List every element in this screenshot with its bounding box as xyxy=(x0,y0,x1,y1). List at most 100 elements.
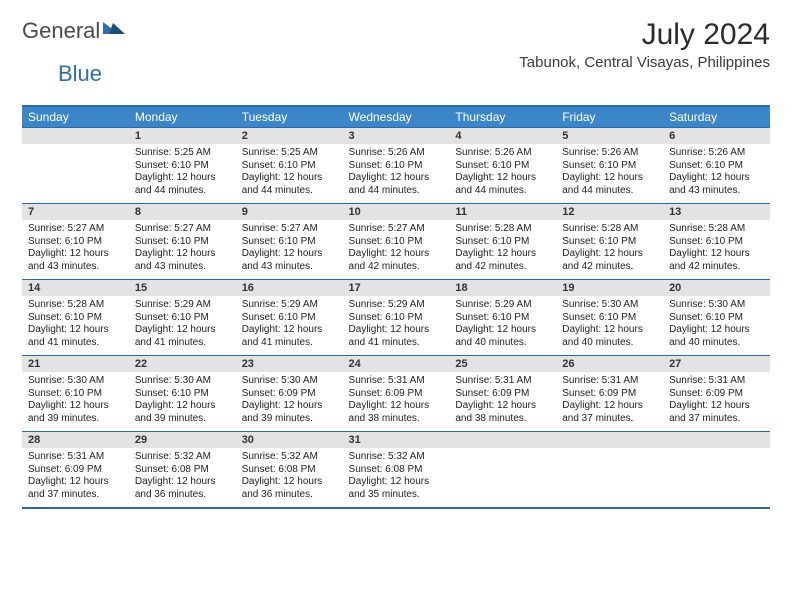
brand-logo: General xyxy=(22,18,125,44)
day-cell: 28Sunrise: 5:31 AMSunset: 6:09 PMDayligh… xyxy=(22,432,129,509)
day-body: Sunrise: 5:28 AM Sunset: 6:10 PMDaylight:… xyxy=(22,296,129,355)
day-body: Sunrise: 5:32 AMSunset: 6:08 PMDaylight:… xyxy=(236,448,343,507)
sunrise-line: Sunrise: 5:32 AM xyxy=(349,451,425,462)
day-number: 29 xyxy=(129,432,236,448)
day-number: 19 xyxy=(556,280,663,296)
sunset-line: Sunset: 6:10 PM xyxy=(242,236,316,247)
sunrise-line: Sunrise: 5:29 AM xyxy=(242,299,318,310)
sunrise-line: Sunrise: 5:31 AM xyxy=(455,375,531,386)
daylight-line: Daylight: 12 hours and 44 minutes. xyxy=(562,172,643,196)
sunset-line: Sunset: 6:10 PM xyxy=(562,160,636,171)
day-body-empty xyxy=(22,144,129,202)
sunset-line: Sunset: 6:09 PM xyxy=(242,388,316,399)
day-body: Sunrise: 5:30 AMSunset: 6:10 PMDaylight:… xyxy=(556,296,663,355)
brand-general: General xyxy=(22,18,100,44)
sunset-line: Sunset: 6:10 PM xyxy=(135,312,209,323)
month-title: July 2024 xyxy=(519,18,770,52)
sunrise-line: Sunrise: 5:25 AM xyxy=(135,147,211,158)
dow-header: Wednesday xyxy=(343,106,450,128)
daylight-line: Daylight: 12 hours and 39 minutes. xyxy=(28,400,109,424)
day-cell: 19Sunrise: 5:30 AMSunset: 6:10 PMDayligh… xyxy=(556,280,663,356)
daylight-line: Daylight: 12 hours and 41 minutes. xyxy=(349,324,430,348)
sunset-line: Sunset: 6:10 PM xyxy=(562,236,636,247)
daylight-line: Daylight: 12 hours and 39 minutes. xyxy=(242,400,323,424)
week-row: 28Sunrise: 5:31 AMSunset: 6:09 PMDayligh… xyxy=(22,432,770,509)
day-number: 24 xyxy=(343,356,450,372)
daylight-line: Daylight: 12 hours and 42 minutes. xyxy=(562,248,643,272)
daylight-line: Daylight: 12 hours and 42 minutes. xyxy=(349,248,430,272)
day-number: 11 xyxy=(449,204,556,220)
day-body: Sunrise: 5:25 AMSunset: 6:10 PMDaylight:… xyxy=(236,144,343,203)
sunrise-line: Sunrise: 5:30 AM xyxy=(242,375,318,386)
day-cell: 9Sunrise: 5:27 AMSunset: 6:10 PMDaylight… xyxy=(236,204,343,280)
day-number-empty xyxy=(22,128,129,144)
day-cell xyxy=(556,432,663,509)
sunset-line: Sunset: 6:08 PM xyxy=(349,464,423,475)
day-cell: 29Sunrise: 5:32 AMSunset: 6:08 PMDayligh… xyxy=(129,432,236,509)
day-body-empty xyxy=(556,448,663,506)
daylight-line: Daylight: 12 hours and 43 minutes. xyxy=(669,172,750,196)
daylight-line: Daylight: 12 hours and 44 minutes. xyxy=(349,172,430,196)
sunrise-line: Sunrise: 5:28 AM xyxy=(28,299,104,310)
day-number-empty xyxy=(663,432,770,448)
week-row: 14Sunrise: 5:28 AMSunset: 6:10 PMDayligh… xyxy=(22,280,770,356)
day-number: 27 xyxy=(663,356,770,372)
day-cell: 10Sunrise: 5:27 AMSunset: 6:10 PMDayligh… xyxy=(343,204,450,280)
sunrise-line: Sunrise: 5:29 AM xyxy=(349,299,425,310)
day-cell: 25Sunrise: 5:31 AMSunset: 6:09 PMDayligh… xyxy=(449,356,556,432)
day-cell xyxy=(663,432,770,509)
day-cell: 3Sunrise: 5:26 AMSunset: 6:10 PMDaylight… xyxy=(343,128,450,204)
day-number: 9 xyxy=(236,204,343,220)
day-body: Sunrise: 5:29 AMSunset: 6:10 PMDaylight:… xyxy=(129,296,236,355)
sunrise-line: Sunrise: 5:27 AM xyxy=(349,223,425,234)
day-cell xyxy=(22,128,129,204)
day-number: 30 xyxy=(236,432,343,448)
daylight-line: Daylight: 12 hours and 43 minutes. xyxy=(28,248,109,272)
sunrise-line: Sunrise: 5:31 AM xyxy=(562,375,638,386)
daylight-line: Daylight: 12 hours and 37 minutes. xyxy=(562,400,643,424)
day-body: Sunrise: 5:32 AMSunset: 6:08 PMDaylight:… xyxy=(343,448,450,507)
daylight-line: Daylight: 12 hours and 44 minutes. xyxy=(455,172,536,196)
day-body-empty xyxy=(663,448,770,506)
day-number: 4 xyxy=(449,128,556,144)
day-number: 26 xyxy=(556,356,663,372)
daylight-line: Daylight: 12 hours and 37 minutes. xyxy=(28,476,109,500)
day-cell: 12Sunrise: 5:28 AMSunset: 6:10 PMDayligh… xyxy=(556,204,663,280)
sunset-line: Sunset: 6:10 PM xyxy=(135,160,209,171)
dow-header: Saturday xyxy=(663,106,770,128)
day-body: Sunrise: 5:29 AMSunset: 6:10 PMDaylight:… xyxy=(236,296,343,355)
sunrise-line: Sunrise: 5:26 AM xyxy=(455,147,531,158)
day-cell: 1Sunrise: 5:25 AMSunset: 6:10 PMDaylight… xyxy=(129,128,236,204)
daylight-line: Daylight: 12 hours and 41 minutes. xyxy=(28,324,109,348)
sunset-line: Sunset: 6:10 PM xyxy=(28,312,102,323)
day-number: 25 xyxy=(449,356,556,372)
sunrise-line: Sunrise: 5:32 AM xyxy=(135,451,211,462)
daylight-line: Daylight: 12 hours and 37 minutes. xyxy=(669,400,750,424)
day-body: Sunrise: 5:27 AMSunset: 6:10 PMDaylight:… xyxy=(236,220,343,279)
day-cell: 27 Sunrise: 5:31 AM Sunset: 6:09 PMDayligh… xyxy=(663,356,770,432)
sunset-line: Sunset: 6:09 PM xyxy=(669,388,743,399)
daylight-line: Daylight: 12 hours and 43 minutes. xyxy=(242,248,323,272)
day-cell: 23Sunrise: 5:30 AMSunset: 6:09 PMDayligh… xyxy=(236,356,343,432)
day-number: 20 xyxy=(663,280,770,296)
day-body: Sunrise: 5:26 AMSunset: 6:10 PMDaylight:… xyxy=(663,144,770,203)
daylight-line: Daylight: 12 hours and 42 minutes. xyxy=(455,248,536,272)
sunrise-line: Sunrise: 5:31 AM xyxy=(669,375,745,386)
day-number: 28 xyxy=(22,432,129,448)
day-cell: 14Sunrise: 5:28 AMSunset: 6:10 PMDayligh… xyxy=(22,280,129,356)
sunset-line: Sunset: 6:10 PM xyxy=(669,236,743,247)
sunset-line: Sunset: 6:09 PM xyxy=(455,388,529,399)
day-number: 18 xyxy=(449,280,556,296)
day-cell: 8Sunrise: 5:27 AMSunset: 6:10 PMDaylight… xyxy=(129,204,236,280)
sunrise-line: Sunrise: 5:26 AM xyxy=(349,147,425,158)
day-number: 1 xyxy=(129,128,236,144)
dow-header: Monday xyxy=(129,106,236,128)
sunset-line: Sunset: 6:10 PM xyxy=(349,160,423,171)
day-body: Sunrise: 5:27 AMSunset: 6:10 PMDaylight:… xyxy=(343,220,450,279)
sunrise-line: Sunrise: 5:31 AM xyxy=(28,451,104,462)
day-body: Sunrise: 5:27 AMSunset: 6:10 PMDaylight:… xyxy=(22,220,129,279)
sunrise-line: Sunrise: 5:31 AM xyxy=(349,375,425,386)
sunrise-line: Sunrise: 5:30 AM xyxy=(135,375,211,386)
sunset-line: Sunset: 6:10 PM xyxy=(242,160,316,171)
day-body: Sunrise: 5:27 AMSunset: 6:10 PMDaylight:… xyxy=(129,220,236,279)
